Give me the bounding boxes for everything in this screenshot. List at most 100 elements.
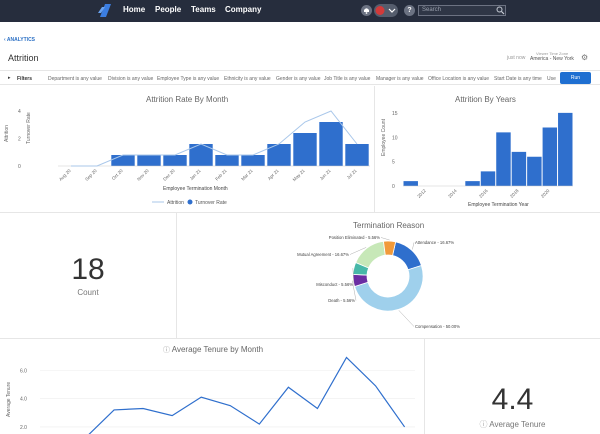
run-button[interactable]: Run: [560, 72, 591, 84]
slice-label: Position Eliminated - 5.56%: [329, 235, 380, 240]
y-tick-label: 2.0: [20, 425, 27, 431]
nav-teams[interactable]: Teams: [191, 5, 216, 14]
count-label: Count: [77, 288, 99, 297]
y-axis-label: Employee Count: [381, 118, 387, 156]
filter-job-title[interactable]: Job Title is any value: [324, 76, 371, 82]
turnover-bar: [241, 155, 265, 166]
top-nav: Home People Teams Company ? Search: [0, 0, 600, 22]
x-tick-label: 2020: [540, 188, 551, 199]
panel-title: Termination Reason: [353, 221, 425, 230]
x-tick-label: Jan 21: [189, 168, 202, 181]
turnover-bar: [111, 155, 135, 166]
filters-toggle-icon[interactable]: ▸: [8, 75, 11, 81]
last-run-time: just now: [507, 55, 526, 61]
y-tick-label: 0: [18, 164, 21, 170]
page-title: Attrition: [8, 53, 39, 63]
panel-title: Attrition Rate By Month: [146, 95, 229, 104]
search-icon[interactable]: [496, 6, 505, 15]
nav-company[interactable]: Company: [225, 5, 262, 14]
help-icon[interactable]: ?: [404, 5, 415, 16]
turnover-bar: [267, 144, 291, 166]
info-icon[interactable]: ⓘ: [163, 347, 170, 354]
count-value: 18: [71, 253, 105, 286]
panel-title: ⓘ Average Tenure by Month: [163, 345, 263, 355]
year-bar: [558, 112, 573, 186]
year-bar: [527, 156, 542, 186]
attrition-by-years-chart: 0 5 10 15 2012 2014 2016 2018 2020 Employee Coun…: [381, 111, 573, 208]
avatar: [375, 6, 385, 15]
search-input[interactable]: Search: [418, 5, 506, 16]
filter-office-location[interactable]: Office Location is any value: [428, 76, 490, 82]
x-tick-label: Jul 21: [346, 168, 358, 180]
turnover-bar: [293, 133, 317, 166]
legend-attrition: Attrition: [167, 200, 184, 206]
timezone-select[interactable]: America - New York: [530, 56, 574, 62]
y-tick-label: 10: [392, 135, 398, 141]
back-to-analytics-link[interactable]: ‹ ANALYTICS: [4, 37, 36, 43]
x-tick-label: Mar 21: [240, 168, 254, 182]
filter-division[interactable]: Division is any value: [108, 76, 154, 82]
filters-label[interactable]: Filters: [17, 76, 33, 82]
nav-people[interactable]: People: [155, 5, 182, 14]
donut-slice: [354, 265, 424, 312]
year-bar: [465, 181, 480, 186]
y-tick-label: 4: [18, 109, 21, 115]
slice-label: Death - 5.56%: [328, 298, 355, 303]
y-tick-label: 2: [18, 137, 21, 143]
turnover-bar: [189, 144, 213, 166]
x-axis-label: Employee Termination Year: [468, 202, 529, 208]
avg-tenure-value: 4.4: [491, 383, 534, 416]
legend-turnover: Turnover Rate: [195, 200, 227, 206]
notifications-icon[interactable]: [361, 5, 372, 16]
attrition-rate-chart: 0 2 4 Aug 20 Sep 20 Oct 20 Nov 20 Dec 20 Jan 21 F…: [4, 109, 370, 206]
x-tick-label: Apr 21: [267, 168, 280, 181]
x-tick-label: May 21: [292, 168, 306, 182]
count-panel: 18 Count: [0, 213, 176, 338]
donut-slice: [392, 241, 422, 271]
user-menu[interactable]: [374, 4, 398, 17]
filters-bar: ▸ Filters Department is any value Divisi…: [0, 70, 600, 85]
legend-turnover-swatch: [187, 199, 193, 205]
slice-leader-line: [352, 280, 357, 301]
y-tick-label: 15: [392, 111, 398, 117]
year-bar: [542, 127, 558, 186]
x-tick-label: 2014: [447, 188, 458, 199]
slice-leader-line: [412, 242, 415, 250]
y-tick-label: 4.0: [20, 397, 27, 403]
y-tick-label: 0: [392, 184, 395, 190]
timezone-label: Viewer Time Zone: [536, 51, 569, 56]
attrition-line: [71, 110, 358, 167]
gear-icon[interactable]: ⚙: [581, 53, 589, 62]
filter-use[interactable]: Use: [547, 76, 556, 82]
turnover-bar: [137, 155, 161, 166]
attrition-by-years-panel: Attrition By Years 0 5 10 15 2012 2014 2016 201…: [375, 86, 600, 212]
x-tick-label: Jun 21: [319, 168, 332, 181]
filter-ethnicity[interactable]: Ethnicity is any value: [224, 76, 271, 82]
turnover-bar: [319, 122, 343, 166]
x-tick-label: Nov 20: [136, 168, 150, 182]
panel-title: Attrition By Years: [455, 95, 516, 104]
nav-home[interactable]: Home: [123, 5, 146, 14]
x-tick-label: Feb 21: [214, 168, 228, 182]
x-tick-label: Sep 20: [84, 168, 98, 182]
slice-label: Misconduct - 5.56%: [316, 282, 353, 287]
info-icon[interactable]: ⓘ: [479, 420, 488, 429]
year-bar: [511, 151, 527, 186]
column-divider: [424, 338, 425, 434]
filter-employee-type[interactable]: Employee Type is any value: [157, 76, 220, 82]
turnover-bar: [215, 155, 239, 166]
avg-tenure-line-chart: 2.0 4.0 6.0 Average Tenure: [6, 356, 415, 434]
filter-department[interactable]: Department is any value: [48, 76, 102, 82]
donut-slice: [383, 240, 397, 256]
x-tick-label: 2018: [509, 188, 520, 199]
filter-manager[interactable]: Manager is any value: [376, 76, 424, 82]
logo-icon[interactable]: [98, 3, 112, 18]
filter-gender[interactable]: Gender is any value: [276, 76, 321, 82]
panel-title-text: Average Tenure by Month: [171, 345, 264, 354]
x-tick-label: Dec 20: [162, 168, 176, 182]
year-bar: [403, 181, 418, 186]
slice-label: Compensation - 50.00%: [415, 324, 460, 329]
avg-tenure-panel: 4.4 ⓘ Average Tenure: [425, 339, 600, 434]
filter-start-date[interactable]: Start Date is any time: [494, 76, 542, 82]
slice-label: Mutual Agreement - 16.67%: [297, 252, 349, 257]
